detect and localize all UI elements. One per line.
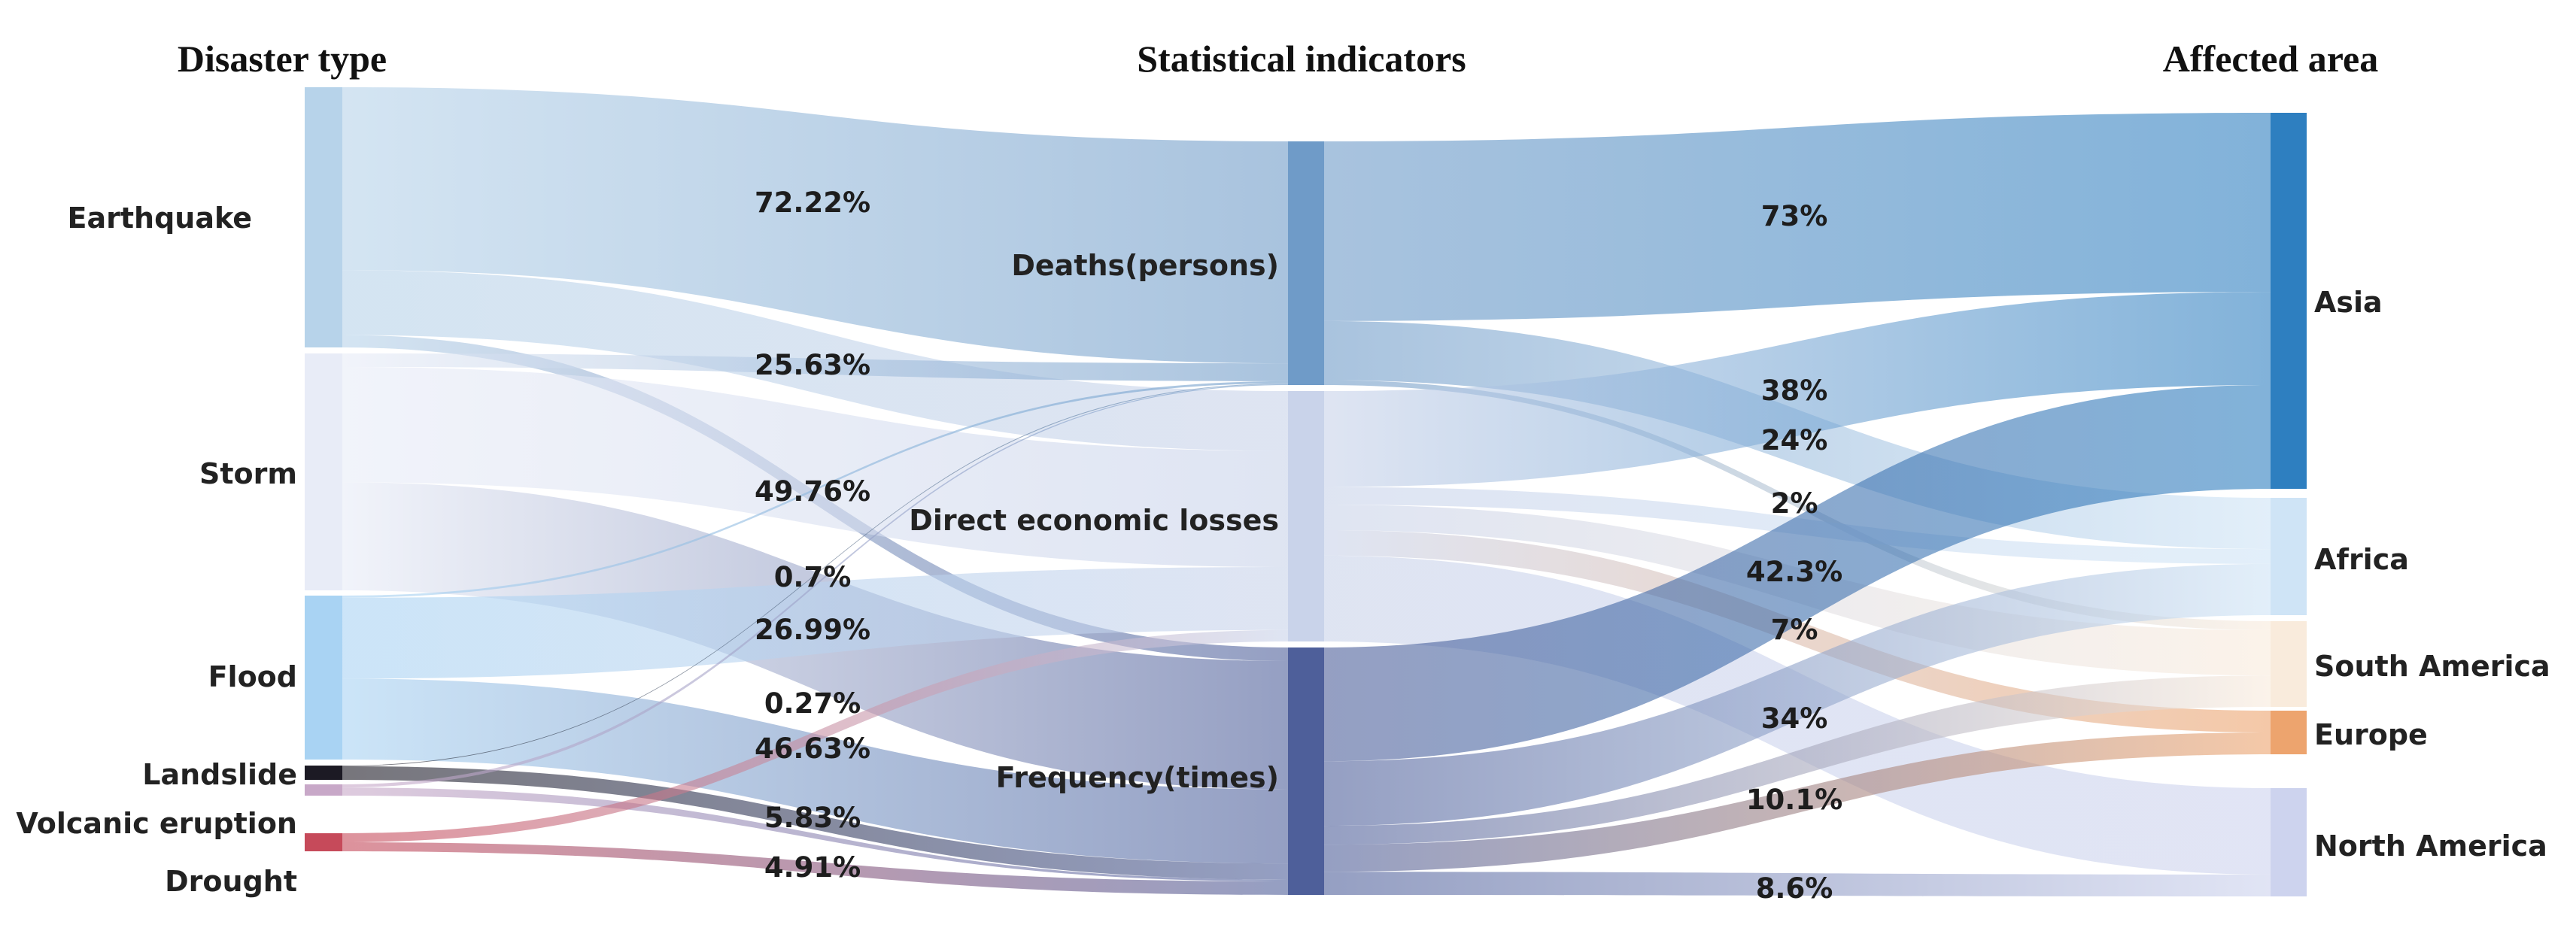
node-label-north-america: North America bbox=[2314, 829, 2547, 863]
link-earthquake-to-deaths-persons bbox=[342, 87, 1288, 364]
flow-label-left-6: 46.63% bbox=[755, 732, 870, 765]
link-storm-to-deaths-persons bbox=[342, 353, 1288, 381]
link-direct-economic-losses-to-asia bbox=[1324, 292, 2271, 487]
header-affected-area: Affected area bbox=[2163, 38, 2378, 80]
flow-label-right-2: 24% bbox=[1761, 424, 1828, 456]
node-earthquake bbox=[305, 87, 342, 347]
link-deaths-persons-to-south-america bbox=[1324, 380, 2271, 630]
node-label-flood: Flood bbox=[208, 660, 297, 693]
link-flood-to-direct-economic-losses bbox=[342, 566, 1288, 679]
node-drought bbox=[305, 833, 342, 851]
node-label-africa: Africa bbox=[2314, 543, 2409, 576]
flow-label-left-4: 26.99% bbox=[755, 614, 870, 646]
nodes-layer bbox=[305, 87, 2307, 896]
node-landslide bbox=[305, 766, 342, 780]
link-frequency-times-to-africa bbox=[1324, 563, 2271, 826]
link-flood-to-deaths-persons bbox=[342, 381, 1288, 598]
node-label-south-america: South America bbox=[2314, 650, 2550, 683]
node-deaths-persons bbox=[1288, 141, 1324, 385]
flow-label-right-0: 73% bbox=[1761, 200, 1828, 232]
flow-label-right-3: 2% bbox=[1771, 487, 1818, 520]
header-disaster-type: Disaster type bbox=[178, 38, 387, 80]
flow-label-left-2: 49.76% bbox=[755, 475, 870, 508]
node-asia bbox=[2271, 113, 2307, 489]
node-flood bbox=[305, 596, 342, 760]
node-label-deaths-persons: Deaths(persons) bbox=[1011, 249, 1279, 282]
flow-label-left-3: 0.7% bbox=[774, 561, 852, 593]
link-volcanic-eruption-to-frequency-times bbox=[342, 787, 1288, 882]
link-deaths-persons-to-asia bbox=[1324, 113, 2271, 321]
flow-label-right-5: 7% bbox=[1771, 614, 1818, 646]
flow-label-right-1: 38% bbox=[1761, 375, 1828, 407]
node-label-storm: Storm bbox=[199, 457, 297, 490]
node-label-direct-economic-losses: Direct economic losses bbox=[909, 504, 1279, 537]
node-label-earthquake: Earthquake bbox=[68, 202, 252, 235]
node-north-america bbox=[2271, 788, 2307, 896]
link-drought-to-direct-economic-losses bbox=[342, 629, 1288, 842]
node-label-volcanic-eruption: Volcanic eruption bbox=[16, 807, 297, 840]
link-frequency-times-to-asia bbox=[1324, 385, 2271, 762]
node-label-frequency-times: Frequency(times) bbox=[996, 761, 1279, 794]
flow-label-right-6: 34% bbox=[1761, 702, 1828, 735]
node-direct-economic-losses bbox=[1288, 391, 1324, 641]
node-label-drought: Drought bbox=[165, 865, 297, 898]
link-frequency-times-to-south-america bbox=[1324, 675, 2271, 845]
node-storm bbox=[305, 353, 342, 590]
link-landslide-to-frequency-times bbox=[342, 766, 1288, 880]
node-label-landslide: Landslide bbox=[142, 758, 297, 791]
labels-layer: Disaster type Statistical indicators Aff… bbox=[16, 38, 2550, 905]
link-frequency-times-to-north-america bbox=[1324, 872, 2271, 896]
flow-label-left-8: 4.91% bbox=[764, 851, 861, 884]
link-direct-economic-losses-to-europe bbox=[1324, 529, 2271, 732]
node-label-europe: Europe bbox=[2314, 718, 2428, 751]
link-frequency-times-to-europe bbox=[1324, 732, 2271, 872]
flow-label-left-0: 72.22% bbox=[755, 187, 870, 219]
flow-label-left-7: 5.83% bbox=[764, 802, 861, 834]
node-south-america bbox=[2271, 621, 2307, 707]
link-landslide-to-deaths-persons bbox=[342, 383, 1288, 766]
flow-label-right-8: 8.6% bbox=[1756, 872, 1833, 905]
flow-label-left-1: 25.63% bbox=[755, 349, 870, 381]
link-drought-to-frequency-times bbox=[342, 842, 1288, 895]
node-africa bbox=[2271, 498, 2307, 615]
flow-label-right-7: 10.1% bbox=[1746, 784, 1842, 816]
node-label-asia: Asia bbox=[2314, 286, 2383, 319]
link-storm-to-direct-economic-losses bbox=[342, 366, 1288, 567]
link-flood-to-frequency-times bbox=[342, 678, 1288, 864]
flow-label-left-5: 0.27% bbox=[764, 687, 861, 720]
node-europe bbox=[2271, 711, 2307, 754]
node-volcanic-eruption bbox=[305, 784, 342, 796]
link-volcanic-eruption-to-deaths-persons bbox=[342, 384, 1288, 788]
links-layer bbox=[342, 87, 2271, 896]
node-frequency-times bbox=[1288, 647, 1324, 895]
header-statistical-indicators: Statistical indicators bbox=[1137, 38, 1466, 80]
flow-label-right-4: 42.3% bbox=[1746, 556, 1842, 588]
